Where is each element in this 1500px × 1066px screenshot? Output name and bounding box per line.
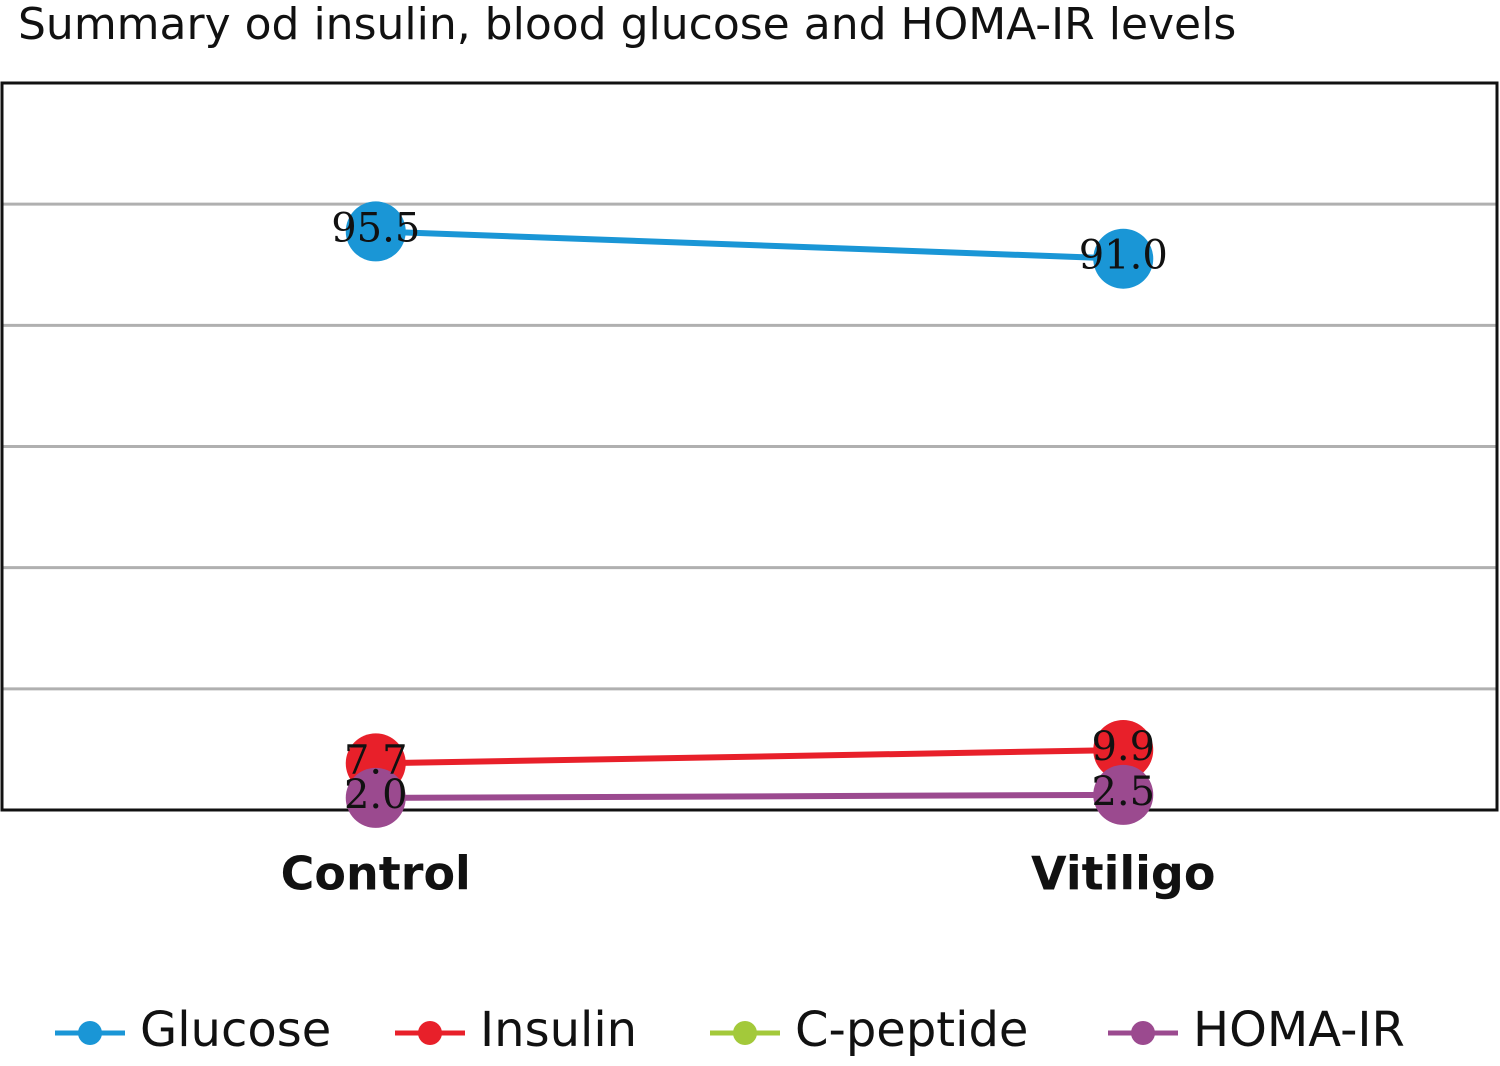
plot: 95.5 91.0 7.7 9.9 2.0 2.5 (331, 201, 1168, 828)
series-line (375, 228, 1124, 262)
data-point (1093, 228, 1154, 289)
x-tick-label: Vitiligo (1031, 847, 1215, 901)
legend-label: C-peptide (795, 1002, 1028, 1058)
legend-marker (733, 1021, 757, 1045)
data-point (345, 767, 406, 828)
legend-marker (1131, 1021, 1155, 1045)
x-tick-label: Control (281, 847, 471, 901)
data-label: 2.0 (344, 772, 408, 818)
data-label: 95.5 (331, 205, 420, 251)
data-point (345, 201, 406, 262)
series-line (375, 747, 1124, 767)
grid (2, 81, 1497, 812)
data-label: 9.9 (1091, 724, 1155, 770)
legend-marker (78, 1021, 102, 1045)
legend-label: Insulin (480, 1002, 637, 1058)
data-point (1093, 720, 1154, 781)
chart-title: Summary od insulin, blood glucose and HO… (18, 0, 1236, 50)
data-label: 2.5 (1091, 769, 1155, 815)
legend-marker (418, 1021, 442, 1045)
legend-label: Glucose (140, 1002, 331, 1058)
legend: Glucose Insulin C-peptide HOMA-IR (55, 1002, 1405, 1058)
legend-label: HOMA-IR (1193, 1002, 1405, 1058)
series-line (375, 791, 1124, 801)
data-label: 91.0 (1079, 233, 1168, 279)
data-label: 7.7 (344, 737, 408, 783)
data-point (1093, 764, 1154, 825)
plot-frame (0, 81, 1499, 812)
